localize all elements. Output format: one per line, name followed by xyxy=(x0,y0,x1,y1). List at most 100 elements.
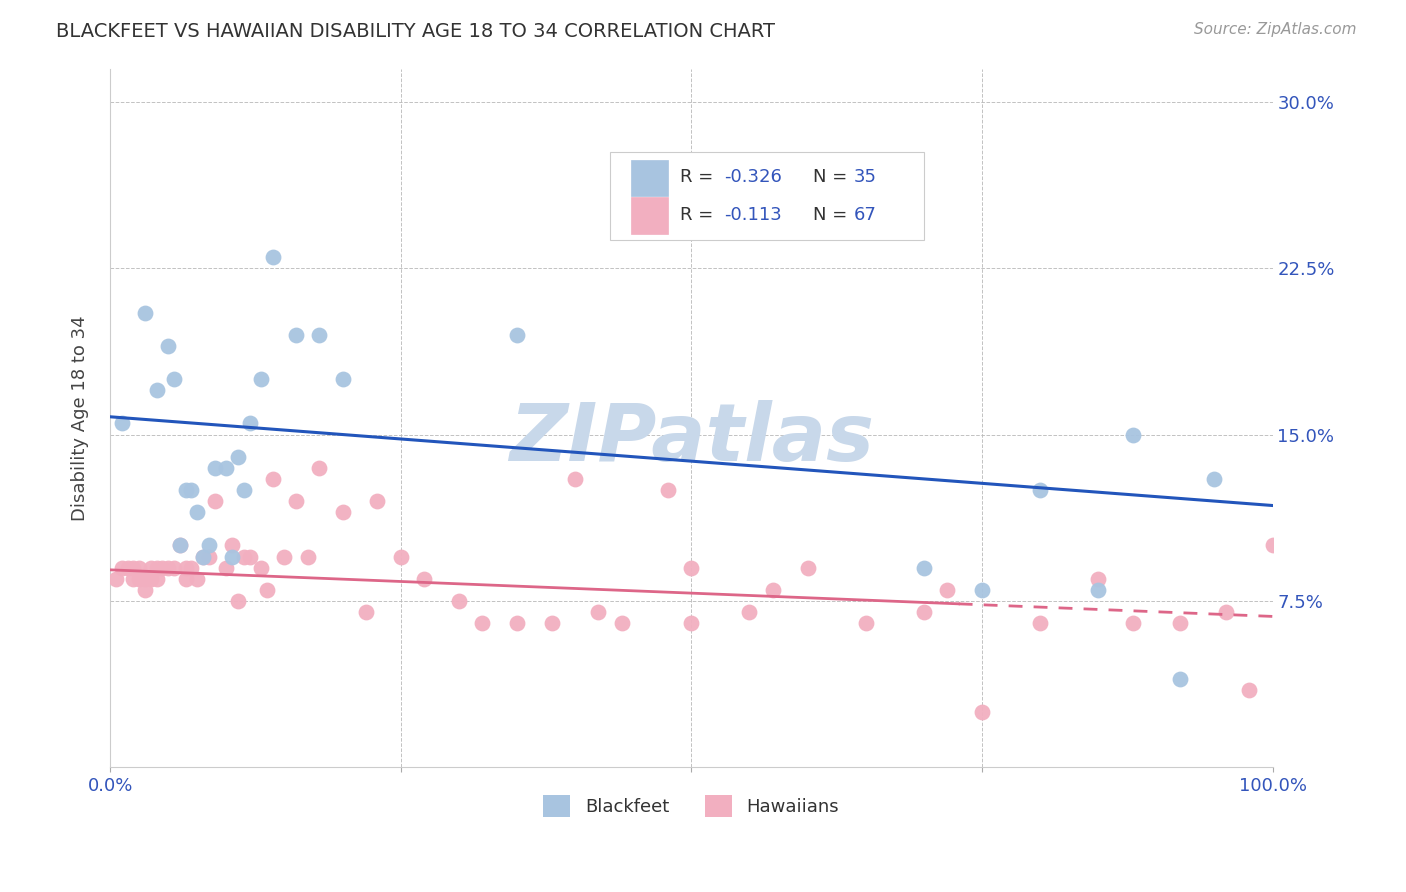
Y-axis label: Disability Age 18 to 34: Disability Age 18 to 34 xyxy=(72,315,89,521)
Point xyxy=(588,605,610,619)
Point xyxy=(117,560,139,574)
Point xyxy=(796,560,818,574)
Point xyxy=(186,572,208,586)
Text: ZIPatlas: ZIPatlas xyxy=(509,400,873,478)
Point xyxy=(1029,616,1052,631)
Point xyxy=(262,250,284,264)
Point xyxy=(610,616,633,631)
Point xyxy=(111,560,134,574)
Point xyxy=(762,582,785,597)
Point xyxy=(506,616,529,631)
Point xyxy=(139,560,162,574)
Point xyxy=(681,560,703,574)
Text: -0.113: -0.113 xyxy=(724,206,782,224)
Point xyxy=(970,582,993,597)
Point xyxy=(285,494,308,508)
Point xyxy=(506,327,529,342)
FancyBboxPatch shape xyxy=(610,153,924,240)
Point xyxy=(1122,427,1144,442)
Point xyxy=(250,560,273,574)
Point xyxy=(262,472,284,486)
Point xyxy=(540,616,562,631)
Text: 67: 67 xyxy=(853,206,877,224)
Point xyxy=(1087,582,1109,597)
Text: BLACKFEET VS HAWAIIAN DISABILITY AGE 18 TO 34 CORRELATION CHART: BLACKFEET VS HAWAIIAN DISABILITY AGE 18 … xyxy=(56,22,775,41)
Point xyxy=(204,494,226,508)
Point xyxy=(169,538,191,552)
Point xyxy=(191,549,214,564)
Text: Source: ZipAtlas.com: Source: ZipAtlas.com xyxy=(1194,22,1357,37)
Point xyxy=(134,582,156,597)
Point xyxy=(1204,472,1226,486)
Point xyxy=(447,594,470,608)
Point xyxy=(104,572,127,586)
Point xyxy=(226,594,249,608)
Point xyxy=(1168,672,1191,686)
Point xyxy=(471,616,494,631)
Point xyxy=(1239,682,1261,697)
Text: -0.326: -0.326 xyxy=(724,168,782,186)
Point xyxy=(366,494,388,508)
Point xyxy=(226,450,249,464)
Point xyxy=(221,549,243,564)
Point xyxy=(204,460,226,475)
Text: 35: 35 xyxy=(853,168,877,186)
Point xyxy=(1029,483,1052,497)
Point xyxy=(145,383,167,397)
Point xyxy=(215,460,238,475)
Point xyxy=(174,572,197,586)
Text: R =: R = xyxy=(679,206,718,224)
Point xyxy=(221,538,243,552)
Point xyxy=(122,560,145,574)
Point xyxy=(308,460,330,475)
Point xyxy=(564,472,586,486)
Point xyxy=(239,549,262,564)
Point xyxy=(297,549,319,564)
Text: R =: R = xyxy=(679,168,718,186)
Point xyxy=(232,549,254,564)
Point xyxy=(174,560,197,574)
Point xyxy=(1087,572,1109,586)
Point xyxy=(332,372,354,386)
Point xyxy=(157,560,180,574)
Point xyxy=(389,549,412,564)
Point xyxy=(150,560,173,574)
Point xyxy=(232,483,254,497)
Point xyxy=(139,572,162,586)
Point xyxy=(122,572,145,586)
Point xyxy=(1215,605,1237,619)
Point xyxy=(128,572,150,586)
Text: N =: N = xyxy=(813,168,853,186)
Point xyxy=(912,605,935,619)
Point xyxy=(657,483,679,497)
Point xyxy=(111,417,134,431)
Point xyxy=(174,483,197,497)
Point xyxy=(191,549,214,564)
Legend: Blackfeet, Hawaiians: Blackfeet, Hawaiians xyxy=(536,789,846,824)
Point xyxy=(239,417,262,431)
Point xyxy=(970,705,993,719)
Point xyxy=(157,339,180,353)
Point xyxy=(285,327,308,342)
Point xyxy=(169,538,191,552)
Point xyxy=(134,572,156,586)
Point xyxy=(215,560,238,574)
Point xyxy=(198,538,221,552)
FancyBboxPatch shape xyxy=(631,160,668,196)
Point xyxy=(180,560,202,574)
Point xyxy=(413,572,436,586)
Point xyxy=(186,505,208,519)
Point xyxy=(273,549,295,564)
Point xyxy=(681,616,703,631)
Point xyxy=(912,560,935,574)
Point xyxy=(198,549,221,564)
Point xyxy=(855,616,877,631)
Point xyxy=(163,560,186,574)
Point xyxy=(332,505,354,519)
Point xyxy=(145,572,167,586)
FancyBboxPatch shape xyxy=(631,197,668,234)
Point xyxy=(936,582,959,597)
Point xyxy=(1168,616,1191,631)
Point xyxy=(163,372,186,386)
Point xyxy=(1122,616,1144,631)
